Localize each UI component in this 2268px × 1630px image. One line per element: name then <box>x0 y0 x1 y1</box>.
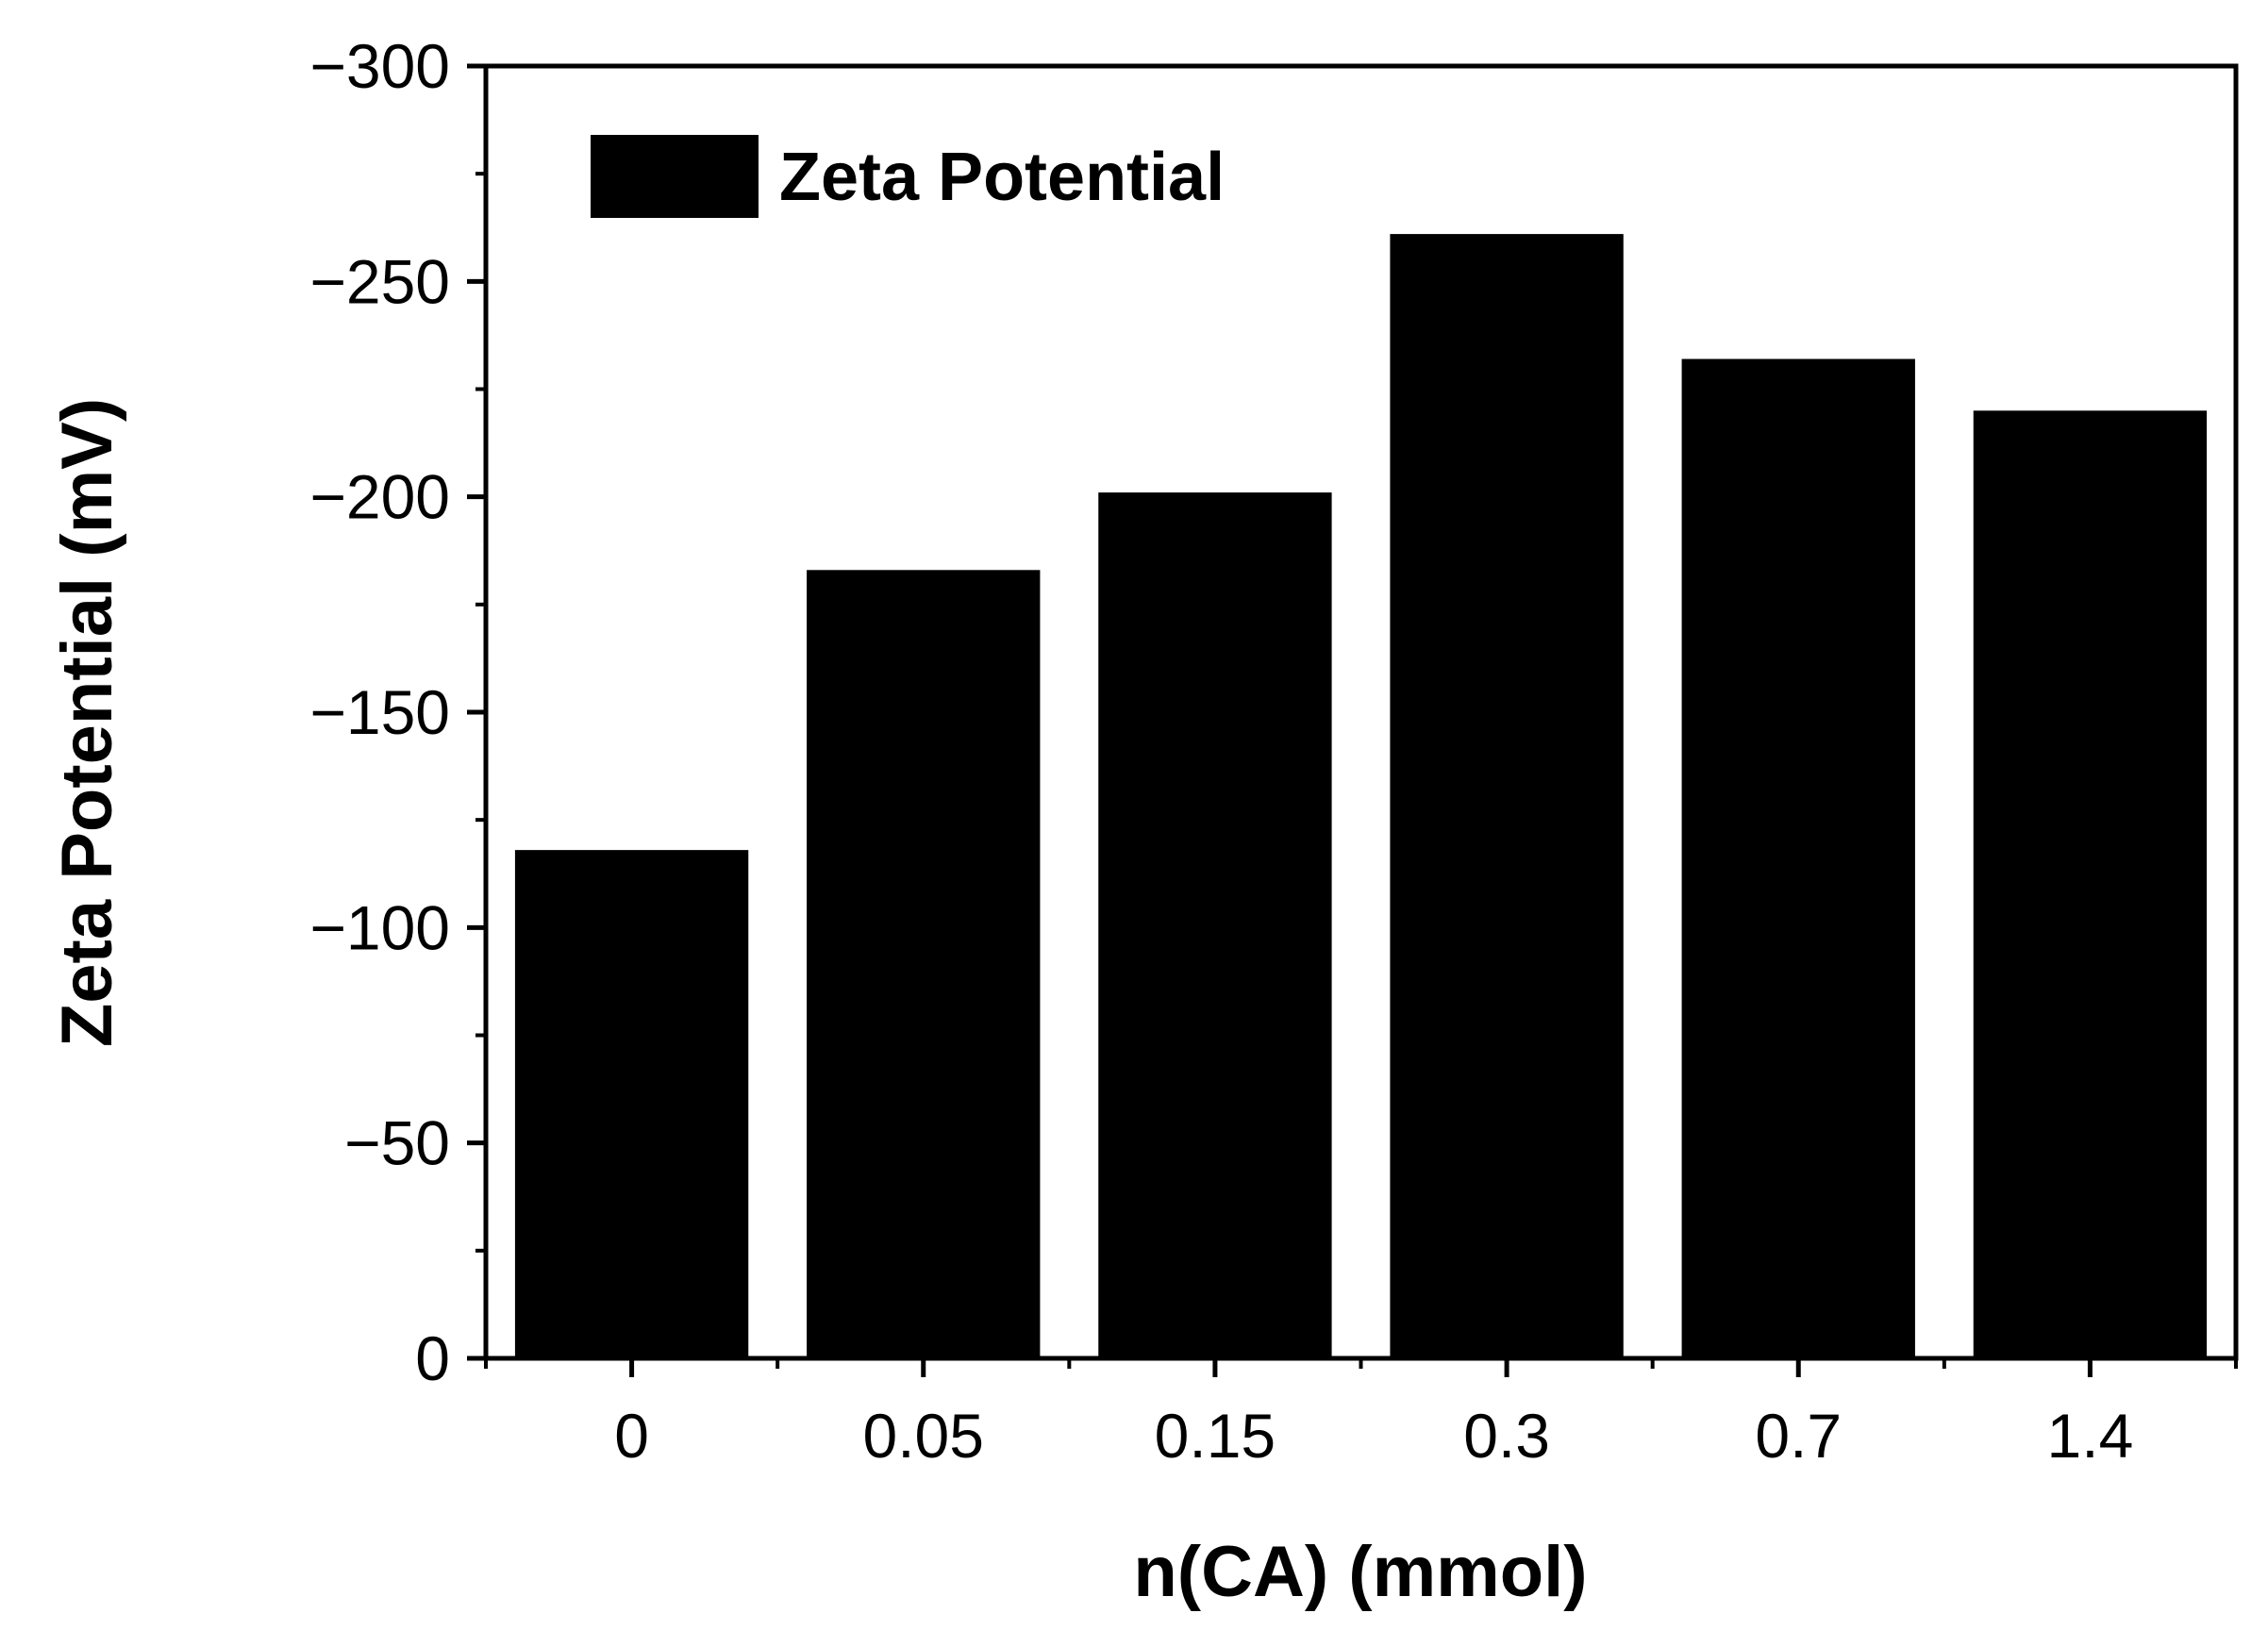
x-tick-label: 0.7 <box>1755 1401 1842 1471</box>
y-tick-label: −250 <box>309 246 450 316</box>
x-tick-label: 0.05 <box>863 1401 984 1471</box>
y-tick-label: −50 <box>344 1108 450 1178</box>
x-tick-label: 0.15 <box>1155 1401 1276 1471</box>
y-tick-label: −100 <box>309 892 450 962</box>
y-axis-ticks: 0 −50 −100 −150 −200 −250 −300 <box>309 31 486 1393</box>
bars-group <box>514 234 2208 1359</box>
bar-0 <box>514 850 749 1358</box>
bar-0.15 <box>1098 492 1332 1358</box>
y-tick-label: −300 <box>309 31 450 101</box>
bar-0.3 <box>1390 234 1624 1359</box>
y-axis-title: Zeta Potential (mV) <box>47 398 127 1047</box>
y-tick-label: −200 <box>309 462 450 532</box>
x-axis-ticks: 0 0.05 0.15 0.3 0.7 1.4 <box>484 1358 2238 1471</box>
legend: Zeta Potential <box>591 135 1225 218</box>
x-axis-title: n(CA) (mmol) <box>1133 1532 1587 1612</box>
x-tick-label: 0.3 <box>1463 1401 1550 1471</box>
y-tick-label: 0 <box>415 1323 450 1393</box>
bar-1.4 <box>1973 410 2208 1358</box>
bar-0.7 <box>1681 358 1915 1358</box>
x-tick-label: 0 <box>614 1401 649 1471</box>
bar-0.05 <box>807 570 1041 1358</box>
plot-frame <box>483 63 2239 1361</box>
legend-label: Zeta Potential <box>779 140 1225 215</box>
y-tick-label: −150 <box>309 677 450 747</box>
legend-swatch <box>591 135 759 218</box>
x-tick-label: 1.4 <box>2047 1401 2134 1471</box>
